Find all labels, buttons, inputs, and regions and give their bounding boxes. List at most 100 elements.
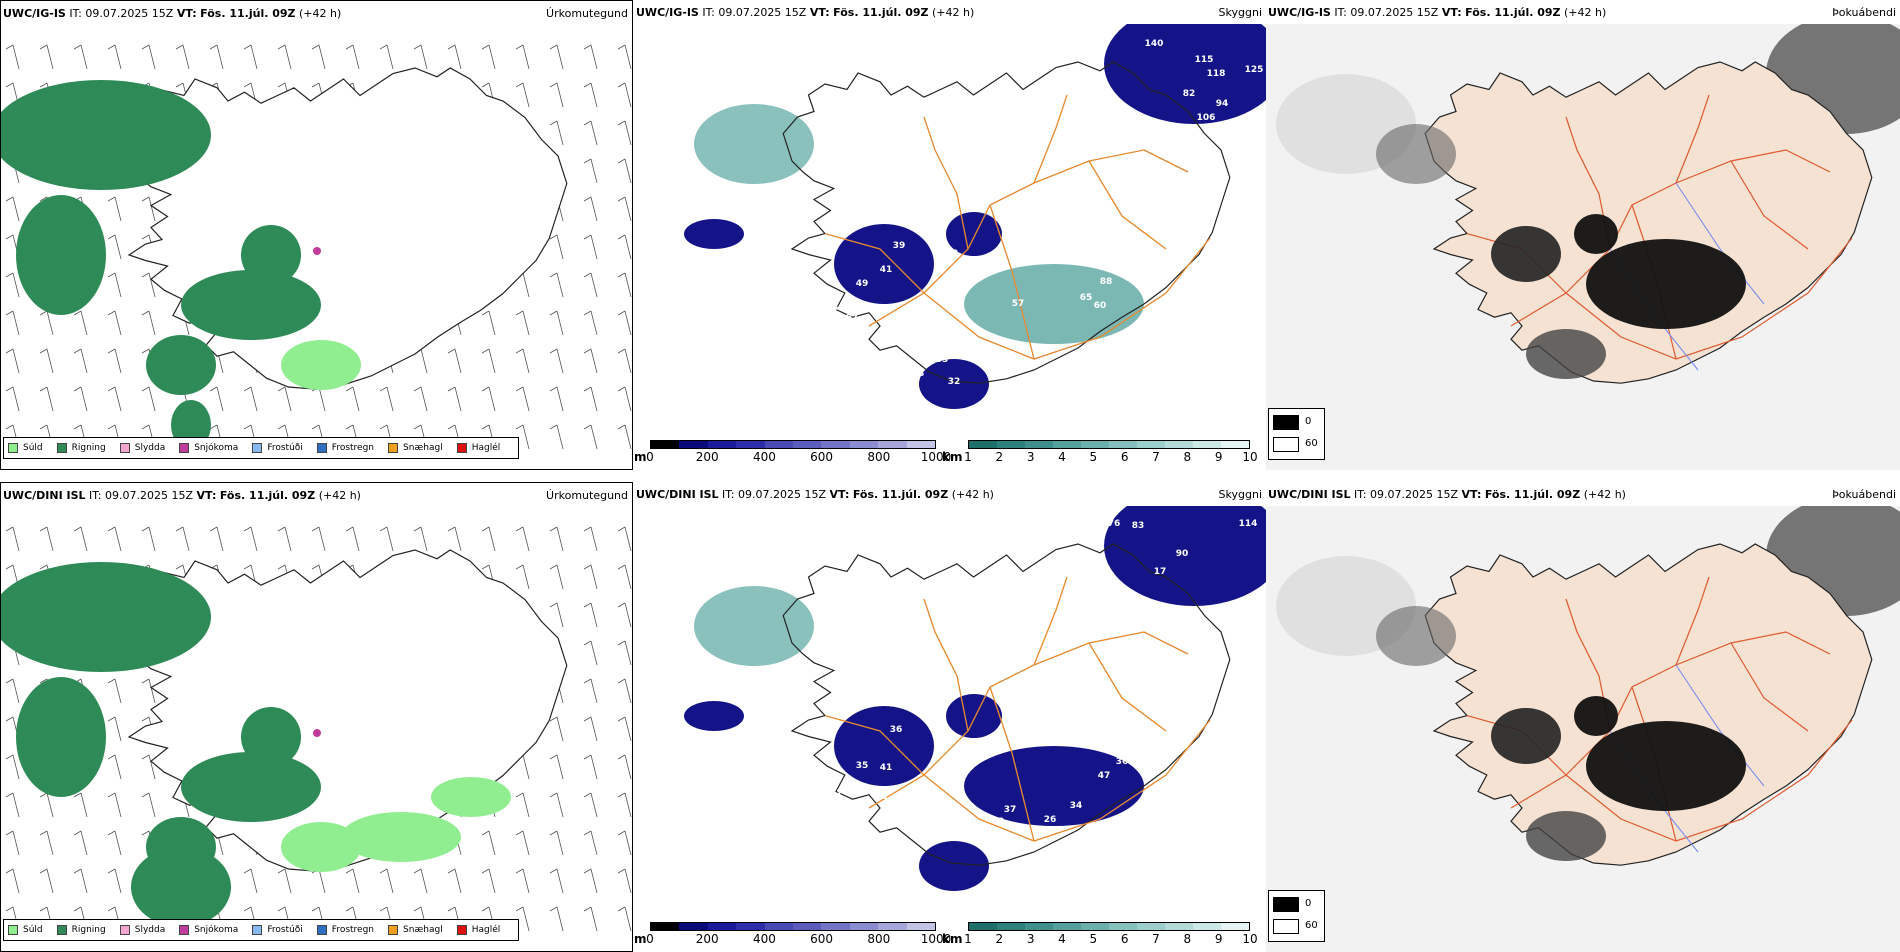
low-vis-area <box>964 746 1144 826</box>
colorbar-cell <box>1025 923 1053 930</box>
panel-title: Úrkomutegund <box>546 7 628 20</box>
colorbar-ticks: 0 200 400 600 800 1000 <box>646 932 951 946</box>
wind-barb <box>549 526 564 552</box>
colorbar-cell <box>906 923 936 930</box>
iceland-outline <box>782 543 1231 866</box>
colorbar-cell <box>1165 441 1193 448</box>
wind-barb <box>583 348 598 374</box>
visibility-value-label: 32 <box>948 377 961 387</box>
wind-barb <box>617 526 632 552</box>
visibility-value-label: 114 <box>1239 519 1258 529</box>
visibility-value-label: 55 <box>910 851 923 861</box>
valid-label: VT: <box>1461 488 1482 501</box>
snow-spot <box>313 247 321 255</box>
precip-legend: Súld Rigning Slydda Snjókoma Frostúði Frostre… <box>3 919 520 941</box>
legend-swatch <box>119 925 130 935</box>
visibility-value-label: 69 <box>668 163 681 173</box>
precip-map <box>1 44 632 450</box>
wind-barb <box>5 348 20 374</box>
ceiling-colorbar: m 0 200 400 600 800 1000 <box>634 922 951 946</box>
fog-legend: 0 60 <box>1268 408 1325 460</box>
road-line <box>923 116 969 250</box>
legend-label: Frostúði <box>267 925 303 935</box>
colorbar-tick: 200 <box>695 932 719 946</box>
wind-barb <box>39 792 54 818</box>
river-line <box>1675 664 1765 787</box>
lead-time: (+42 h) <box>299 7 342 20</box>
river-line <box>1675 182 1765 305</box>
legend-swatch <box>179 925 190 935</box>
low-ceiling-area <box>1104 506 1266 606</box>
fog-area <box>1376 124 1456 184</box>
colorbar-cell <box>1221 923 1249 930</box>
low-vis-area <box>694 104 814 184</box>
legend-label: Haglél <box>471 443 501 453</box>
wind-barb <box>583 234 598 260</box>
legend-swatch <box>56 925 67 935</box>
wind-barb <box>5 830 20 856</box>
drizzle-area <box>281 822 361 872</box>
road-line <box>824 232 925 294</box>
colorbar-tick: 9 <box>1214 450 1223 464</box>
wind-barb <box>481 348 496 374</box>
road-line <box>1730 160 1809 250</box>
colorbar-cell <box>849 441 879 448</box>
wind-barb <box>5 754 20 780</box>
visibility-value-label: 34 <box>1070 801 1083 811</box>
wind-barb <box>617 602 632 628</box>
colorbar-cell <box>736 441 765 448</box>
panel-title: Skyggni <box>1218 6 1262 19</box>
legend-swatch <box>388 443 399 453</box>
model-name: UWC/IG-IS <box>636 6 699 19</box>
ceiling-colorbar: m 0 200 400 600 800 1000 <box>634 440 951 464</box>
wind-barb <box>481 44 496 70</box>
visibility-value-label: 38 <box>668 243 681 253</box>
colorbar-cell <box>1025 441 1053 448</box>
colorbar-tick: 8 <box>1183 932 1192 946</box>
wind-barb <box>617 678 632 704</box>
legend-item: Frostregn <box>316 443 374 453</box>
precip-type-panel: UWC/IG-IS IT: 09.07.2025 15Z VT: Fös. 11… <box>0 0 633 470</box>
fog-area <box>1586 239 1746 329</box>
wind-barb <box>379 44 394 70</box>
valid-label: VT: <box>829 488 850 501</box>
fog-area <box>1574 214 1618 254</box>
colorbar-tick: 6 <box>1120 932 1129 946</box>
fog-legend-swatch <box>1273 415 1299 430</box>
road-line <box>1730 642 1809 732</box>
wind-barb <box>413 868 428 894</box>
coastline <box>1424 61 1873 384</box>
colorbar-tick: 3 <box>1026 932 1035 946</box>
wind-barb <box>617 272 632 298</box>
wind-barb <box>5 310 20 336</box>
wind-barb <box>583 754 598 780</box>
fog-legend-swatch <box>1273 919 1299 934</box>
colorbar-tick: 9 <box>1214 932 1223 946</box>
wind-barb <box>617 906 632 932</box>
wind-barb <box>515 792 530 818</box>
wind-barb <box>549 830 564 856</box>
wind-barb <box>549 424 564 450</box>
colorbar-unit: m <box>634 932 647 946</box>
wind-barb <box>243 386 258 412</box>
legend-label: Súld <box>23 443 43 453</box>
model-name: UWC/IG-IS <box>3 7 66 20</box>
wind-barb <box>107 716 122 742</box>
valid-time: Fös. 11.júl. 09Z <box>833 6 929 19</box>
legend-swatch <box>8 925 18 935</box>
issue-time: 09.07.2025 15Z <box>105 489 194 502</box>
low-ceiling-area <box>834 224 934 304</box>
wind-barb <box>379 526 394 552</box>
wind-barb <box>617 158 632 184</box>
visibility-value-label: 39 <box>893 241 906 251</box>
wind-barb <box>583 602 598 628</box>
colorbar-cell <box>707 923 737 930</box>
fog-area <box>1526 329 1606 379</box>
legend-label: Rigning <box>71 925 106 935</box>
wind-barb <box>73 792 88 818</box>
fog-legend-swatch <box>1273 437 1299 452</box>
colorbar-cells <box>650 922 936 931</box>
legend-swatch <box>252 443 263 453</box>
wind-barb <box>617 196 632 222</box>
colorbar-cell <box>764 923 794 930</box>
